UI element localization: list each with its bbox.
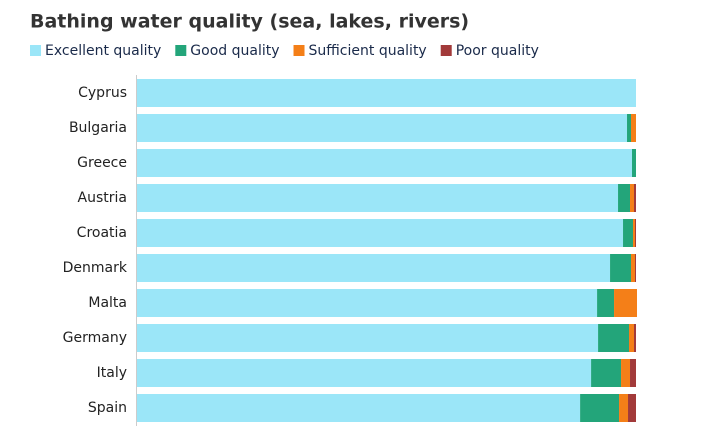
- bar-segment: [632, 149, 636, 177]
- bar-segment: [634, 324, 636, 352]
- legend-label: Sufficient quality: [309, 43, 427, 59]
- bar-segment: [628, 394, 636, 422]
- legend-swatch: [293, 45, 305, 56]
- legend-swatch: [440, 45, 452, 56]
- bar-segment: [137, 219, 624, 247]
- bar-segment: [627, 114, 632, 142]
- bar-segment: [610, 254, 632, 282]
- bar-segment: [580, 394, 620, 422]
- category-label: Germany: [63, 330, 127, 346]
- category-label: Croatia: [77, 225, 127, 241]
- bar-segment: [631, 114, 636, 142]
- bar-segment: [137, 79, 636, 107]
- bar-segment: [621, 359, 631, 387]
- bar-segment: [618, 184, 631, 212]
- bar-segment: [619, 394, 629, 422]
- bar-segment: [137, 114, 628, 142]
- category-label: Greece: [77, 155, 127, 171]
- legend-swatch: [175, 45, 187, 56]
- bar-segment: [137, 254, 611, 282]
- bar-segment: [137, 359, 592, 387]
- category-label: Malta: [88, 295, 127, 311]
- bar-segment: [623, 219, 634, 247]
- plot-area: Cyprus Bulgaria Greece Austria Croatia Denmar…: [63, 75, 637, 426]
- bar-segment: [631, 254, 636, 282]
- bar-segment: [630, 359, 636, 387]
- legend: Excellent quality Good quality Sufficient …: [30, 43, 539, 59]
- bar-segment: [137, 324, 599, 352]
- legend-label: Good quality: [190, 43, 279, 59]
- category-label: Bulgaria: [69, 120, 127, 136]
- bar-segment: [634, 184, 636, 212]
- bar-segment: [635, 254, 636, 282]
- legend-label: Excellent quality: [45, 43, 161, 59]
- category-label: Austria: [78, 190, 127, 206]
- legend-swatch: [30, 45, 41, 56]
- bar-segment: [629, 324, 635, 352]
- category-label: Italy: [97, 365, 127, 381]
- bar-segment: [630, 184, 635, 212]
- bar-segment: [598, 324, 630, 352]
- bar-segment: [597, 289, 615, 317]
- bar-segment: [635, 219, 636, 247]
- chart-title: Bathing water quality (sea, lakes, river…: [30, 11, 469, 33]
- bar-segment: [614, 289, 637, 317]
- bar-segment: [633, 219, 636, 247]
- legend-label: Poor quality: [456, 43, 539, 59]
- bar-segment: [137, 149, 633, 177]
- bar-segment: [137, 289, 598, 317]
- category-label: Denmark: [63, 260, 128, 276]
- category-label: Spain: [88, 400, 127, 416]
- category-label: Cyprus: [78, 85, 127, 101]
- bar-segment: [137, 184, 619, 212]
- bar-segment: [591, 359, 622, 387]
- bar-segment: [137, 394, 581, 422]
